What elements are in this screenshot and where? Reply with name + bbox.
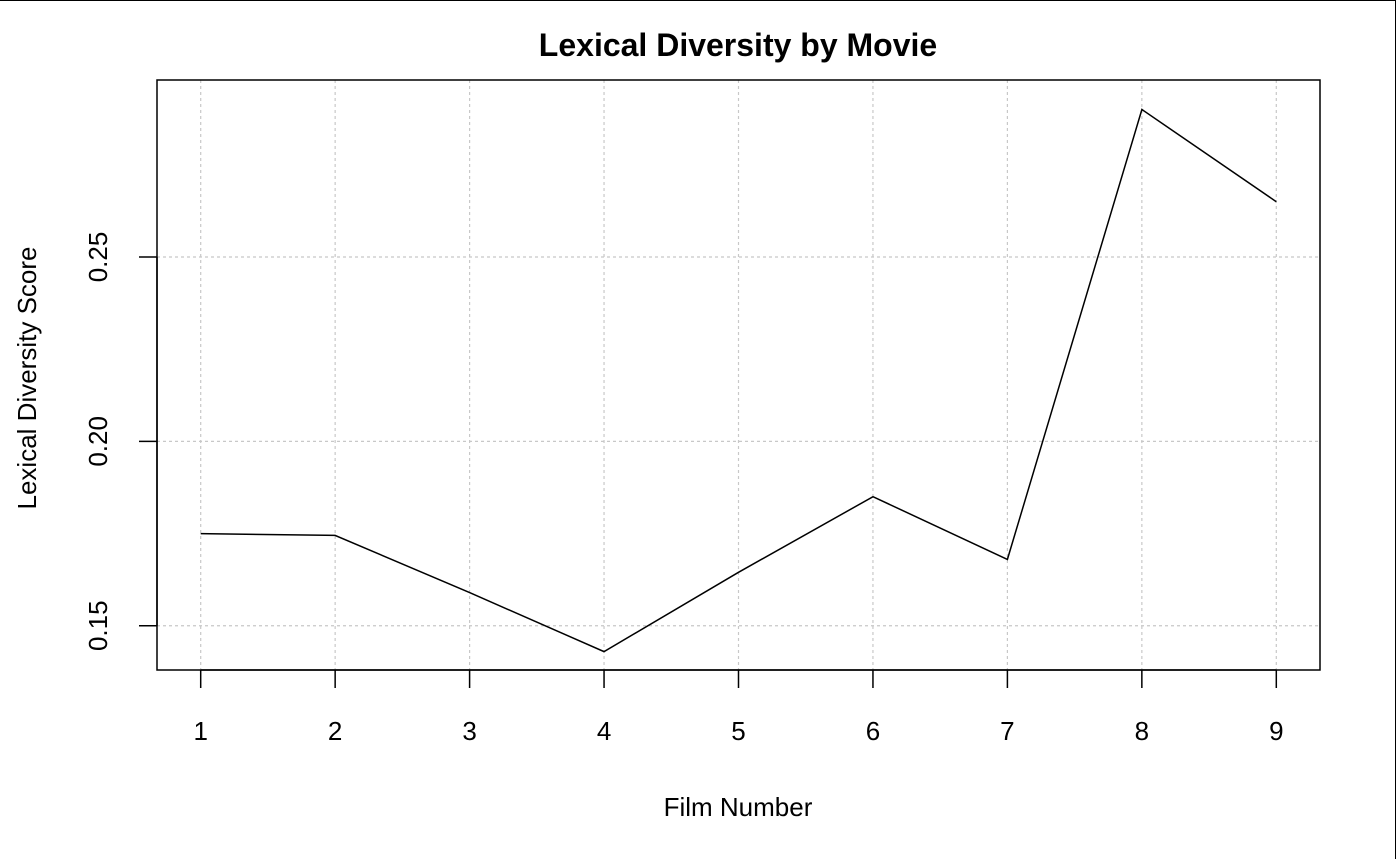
- x-tick-label: 2: [328, 716, 342, 746]
- x-axis-label: Film Number: [664, 792, 813, 822]
- chart-title: Lexical Diversity by Movie: [539, 27, 937, 63]
- x-axis: 1 2 3 4 5 6 7 8 9: [193, 669, 1284, 746]
- x-tick-label: 8: [1135, 716, 1149, 746]
- series-line: [200, 108, 1277, 653]
- y-tick-label: 0.25: [83, 232, 113, 283]
- y-axis: 0.15 0.20 0.25: [83, 232, 158, 651]
- x-tick-label: 7: [1000, 716, 1014, 746]
- y-axis-label: Lexical Diversity Score: [12, 247, 42, 510]
- x-tick-label: 3: [462, 716, 476, 746]
- x-tick-label: 4: [597, 716, 611, 746]
- y-tick-label: 0.20: [83, 416, 113, 467]
- x-tick-label: 9: [1269, 716, 1283, 746]
- x-tick-label: 6: [866, 716, 880, 746]
- x-tick-label: 1: [193, 716, 207, 746]
- y-tick-label: 0.15: [83, 600, 113, 651]
- x-tick-label: 5: [731, 716, 745, 746]
- top-border: [0, 0, 1396, 1]
- grid: [157, 80, 1320, 670]
